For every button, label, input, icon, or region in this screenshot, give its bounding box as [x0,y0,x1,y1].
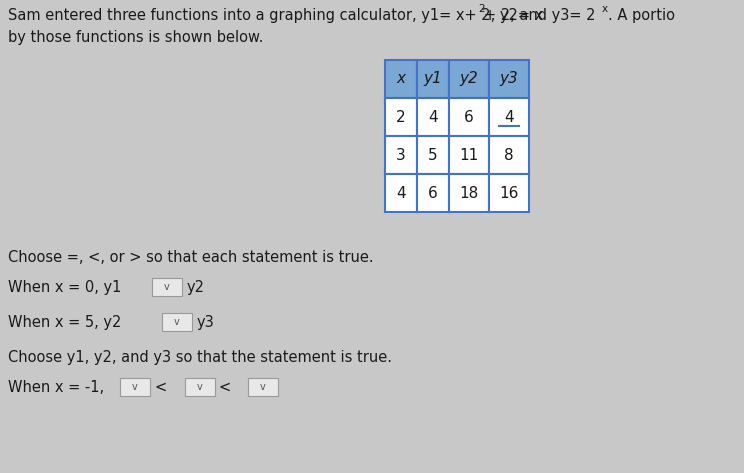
Bar [489,60,529,98]
Text: When x = 5, y2: When x = 5, y2 [8,315,121,330]
Bar [385,60,417,98]
Text: 4: 4 [429,110,437,124]
Bar [449,98,489,136]
Text: 11: 11 [459,148,478,163]
Text: v: v [174,317,180,327]
Text: x: x [602,4,608,14]
Bar [385,98,417,136]
Text: y3: y3 [197,315,215,330]
Text: 4: 4 [397,185,405,201]
Bar [162,313,192,331]
Bar [185,378,215,396]
Text: 6: 6 [428,185,438,201]
Bar [417,136,449,174]
Text: by those functions is shown below.: by those functions is shown below. [8,30,263,45]
Bar [489,98,529,136]
Text: 16: 16 [499,185,519,201]
Bar [449,136,489,174]
Text: When x = -1,: When x = -1, [8,380,104,395]
Bar [489,174,529,212]
Text: y2: y2 [187,280,205,295]
Text: Choose =, <, or > so that each statement is true.: Choose =, <, or > so that each statement… [8,250,373,265]
Text: + 2, and y3= 2: + 2, and y3= 2 [484,8,595,23]
Bar [120,378,150,396]
Bar [449,60,489,98]
Text: 6: 6 [464,110,474,124]
Text: y2: y2 [460,71,478,87]
Bar [489,136,529,174]
Text: Sam entered three functions into a graphing calculator, y1= x+ 2, y2= x: Sam entered three functions into a graph… [8,8,543,23]
Text: v: v [164,282,170,292]
Text: <: < [154,380,166,395]
Bar [152,278,182,296]
Text: v: v [132,382,138,392]
Text: v: v [197,382,203,392]
Text: 2: 2 [478,4,484,14]
Bar [417,174,449,212]
Text: x: x [397,71,405,87]
Text: y3: y3 [500,71,519,87]
Text: 2: 2 [397,110,405,124]
Text: v: v [260,382,266,392]
Text: 5: 5 [429,148,437,163]
Text: 3: 3 [396,148,406,163]
Bar [248,378,278,396]
Text: . A portio: . A portio [608,8,675,23]
Text: <: < [219,380,231,395]
Text: 8: 8 [504,148,514,163]
Bar [417,98,449,136]
Text: 4: 4 [504,110,514,124]
Text: y1: y1 [423,71,443,87]
Bar [385,136,417,174]
Text: 18: 18 [459,185,478,201]
Bar [449,174,489,212]
Bar [417,60,449,98]
Text: Choose y1, y2, and y3 so that the statement is true.: Choose y1, y2, and y3 so that the statem… [8,350,392,365]
Text: When x = 0, y1: When x = 0, y1 [8,280,121,295]
Bar [385,174,417,212]
